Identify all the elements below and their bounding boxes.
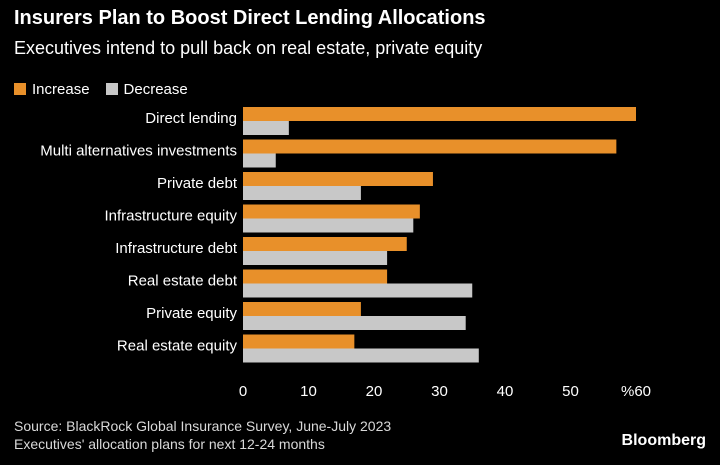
chart-title: Insurers Plan to Boost Direct Lending Al… — [14, 7, 486, 29]
x-tick-label: 50 — [562, 383, 579, 400]
bar-increase — [243, 107, 636, 121]
bar-increase — [243, 334, 355, 349]
legend-label-decrease: Decrease — [123, 80, 188, 98]
bar-decrease — [243, 283, 473, 298]
x-tick-label: 0 — [239, 383, 247, 400]
bar-increase — [243, 269, 388, 284]
legend-item-increase: Increase — [14, 81, 90, 98]
bar-decrease — [243, 218, 414, 233]
x-tick-label: 10 — [300, 383, 317, 400]
x-tick-label: %60 — [621, 383, 651, 400]
bar-increase — [243, 302, 361, 316]
legend-label-increase: Increase — [32, 80, 90, 98]
bar-decrease — [243, 153, 276, 168]
legend-swatch-decrease — [105, 83, 118, 95]
bar-increase — [243, 139, 617, 154]
legend-item-decrease: Decrease — [105, 80, 188, 98]
category-label: Direct lending — [145, 110, 237, 127]
bar-increase — [243, 172, 433, 186]
category-label: Real estate debt — [128, 273, 238, 290]
chart-subtitle: Executives intend to pull back on real e… — [14, 38, 483, 58]
chart-footer: Source: BlackRock Global Insurance Surve… — [14, 417, 391, 453]
category-label: Real estate equity — [117, 338, 238, 355]
bar-decrease — [243, 316, 466, 330]
source-note: Source: BlackRock Global Insurance Surve… — [14, 418, 392, 434]
legend-swatch-increase — [14, 83, 26, 95]
footnote: Executives' allocation plans for next 12… — [14, 436, 325, 452]
bloomberg-logo: Bloomberg — [621, 432, 706, 449]
bar-increase — [243, 204, 420, 219]
bar-decrease — [243, 348, 479, 363]
legend: Increase Decrease — [14, 80, 204, 98]
bar-increase — [243, 237, 407, 251]
category-label: Private equity — [146, 305, 237, 322]
x-tick-label: 20 — [366, 383, 383, 400]
category-label: Private debt — [157, 175, 238, 192]
bar-decrease — [243, 186, 361, 200]
category-label: Multi alternatives investments — [40, 143, 237, 160]
bar-decrease — [243, 121, 289, 135]
category-label: Infrastructure equity — [104, 208, 237, 225]
x-tick-label: 40 — [497, 383, 514, 400]
x-tick-label: 30 — [431, 383, 448, 400]
bar-decrease — [243, 251, 388, 265]
category-label: Infrastructure debt — [115, 240, 238, 257]
